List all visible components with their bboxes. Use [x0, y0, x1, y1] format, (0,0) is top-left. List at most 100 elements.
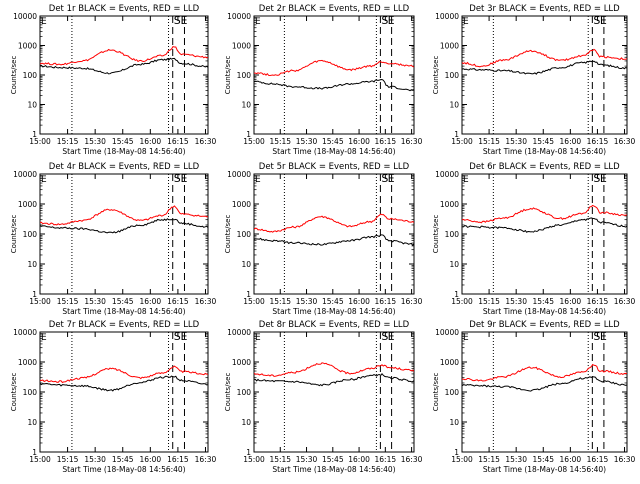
- x-tick-label: 15:45: [532, 297, 554, 306]
- x-tick-label: 15:45: [322, 297, 344, 306]
- y-tick-label: 10000: [13, 170, 37, 179]
- panel-9: Det 9r BLACK = Events, RED = LLD 1 10 100 10…: [432, 320, 636, 474]
- y-axis-label: Counts/sec: [224, 56, 232, 95]
- x-tick-label: 16:15: [375, 137, 397, 146]
- y-tick-label: 10: [27, 260, 37, 269]
- x-tick-label: 16:15: [587, 455, 609, 464]
- y-tick-label: 10: [449, 418, 459, 427]
- x-tick-label: 15:00: [451, 297, 473, 306]
- marker-s-label: S: [174, 14, 181, 27]
- y-tick-label: 10: [27, 101, 37, 110]
- marker-left-label: E: [255, 175, 261, 185]
- x-tick-label: 15:00: [29, 455, 51, 464]
- marker-left-label: E: [463, 175, 469, 185]
- plot-frame: [253, 331, 415, 453]
- series-line-lld: [462, 48, 627, 68]
- series-line-lld: [462, 363, 627, 382]
- x-tick-label: 16:15: [587, 297, 609, 306]
- plot-frame: [39, 173, 209, 295]
- x-tick-label: 15:30: [505, 137, 527, 146]
- x-tick-label: 15:45: [532, 137, 554, 146]
- x-tick-label: 15:15: [478, 137, 500, 146]
- y-tick-label: 10000: [435, 328, 459, 337]
- series-line-events: [40, 375, 208, 392]
- marker-s-label: S: [174, 172, 181, 185]
- x-tick-label: 16:00: [140, 297, 162, 306]
- x-tick-label: 16:00: [348, 455, 370, 464]
- y-tick-label: 10000: [13, 12, 37, 21]
- plot-frame: [461, 15, 628, 135]
- x-tick-label: 16:30: [195, 455, 217, 464]
- panel-title: Det 3r BLACK = Events, RED = LLD: [469, 4, 620, 14]
- panel-title: Det 4r BLACK = Events, RED = LLD: [49, 162, 200, 172]
- series-line-lld: [254, 59, 414, 77]
- y-tick-label: 10: [449, 260, 459, 269]
- panel-2: Det 2r BLACK = Events, RED = LLD 1 10 100 10…: [224, 4, 423, 156]
- marker-left-label: E: [463, 17, 469, 27]
- y-tick-label: 1000: [18, 200, 37, 209]
- y-tick-label: 1: [454, 290, 459, 299]
- x-tick-label: 15:30: [505, 455, 527, 464]
- y-axis-label: Counts/sec: [10, 56, 18, 95]
- x-tick-label: 16:15: [167, 137, 189, 146]
- y-tick-label: 100: [445, 71, 460, 80]
- x-axis-label: Start Time (18-May-08 14:56:40): [272, 147, 395, 156]
- marker-e-label: E: [600, 172, 607, 185]
- plot-frame: [253, 173, 415, 295]
- y-tick-label: 10: [27, 418, 37, 427]
- y-tick-label: 10000: [435, 170, 459, 179]
- marker-e-label: E: [180, 14, 187, 27]
- panel-5: Det 5r BLACK = Events, RED = LLD 1 10 100 10…: [224, 162, 423, 316]
- panel-title: Det 7r BLACK = Events, RED = LLD: [49, 320, 200, 330]
- marker-s-label: S: [174, 330, 181, 343]
- y-tick-label: 1000: [232, 358, 251, 367]
- x-tick-label: 16:30: [195, 137, 217, 146]
- marker-left-label: E: [463, 333, 469, 343]
- x-tick-label: 16:30: [401, 297, 423, 306]
- y-tick-label: 1: [32, 448, 37, 457]
- x-tick-label: 15:00: [29, 137, 51, 146]
- x-tick-label: 15:30: [296, 137, 318, 146]
- x-tick-label: 16:15: [167, 455, 189, 464]
- x-tick-label: 15:30: [296, 297, 318, 306]
- marker-e-label: E: [180, 330, 187, 343]
- y-tick-label: 100: [237, 388, 252, 397]
- y-tick-label: 10000: [435, 12, 459, 21]
- y-tick-label: 1: [454, 130, 459, 139]
- y-tick-label: 10: [241, 418, 251, 427]
- marker-e-label: E: [600, 330, 607, 343]
- y-tick-label: 1000: [440, 200, 459, 209]
- panel-title: Det 8r BLACK = Events, RED = LLD: [259, 320, 410, 330]
- x-tick-label: 15:30: [505, 297, 527, 306]
- panel-7: Det 7r BLACK = Events, RED = LLD 1 10 100 10…: [10, 320, 217, 474]
- x-axis-label: Start Time (18-May-08 14:56:40): [62, 307, 185, 316]
- marker-e-label: E: [388, 14, 395, 27]
- x-tick-label: 16:00: [140, 137, 162, 146]
- x-tick-label: 15:00: [243, 297, 265, 306]
- x-tick-label: 15:00: [451, 455, 473, 464]
- y-tick-label: 100: [23, 388, 38, 397]
- plot-frame: [39, 331, 209, 453]
- panel-title: Det 2r BLACK = Events, RED = LLD: [259, 4, 410, 14]
- x-tick-label: 15:45: [112, 455, 134, 464]
- x-tick-label: 15:15: [478, 455, 500, 464]
- series-line-events: [40, 57, 208, 75]
- y-tick-label: 10: [449, 101, 459, 110]
- plot-frame: [461, 173, 628, 295]
- x-axis-label: Start Time (18-May-08 14:56:40): [483, 307, 606, 316]
- x-tick-label: 15:15: [57, 455, 79, 464]
- marker-s-label: S: [381, 330, 388, 343]
- x-tick-label: 15:45: [322, 137, 344, 146]
- y-axis-label: Counts/sec: [224, 373, 232, 412]
- y-tick-label: 10: [241, 101, 251, 110]
- marker-e-label: E: [388, 330, 395, 343]
- series-line-lld: [40, 365, 208, 384]
- marker-e-label: E: [388, 172, 395, 185]
- y-tick-label: 1000: [18, 358, 37, 367]
- x-tick-label: 16:30: [614, 455, 636, 464]
- x-tick-label: 15:30: [296, 455, 318, 464]
- marker-s-label: S: [381, 172, 388, 185]
- series-line-lld: [254, 213, 414, 233]
- y-tick-label: 100: [445, 230, 460, 239]
- series-line-lld: [254, 362, 414, 377]
